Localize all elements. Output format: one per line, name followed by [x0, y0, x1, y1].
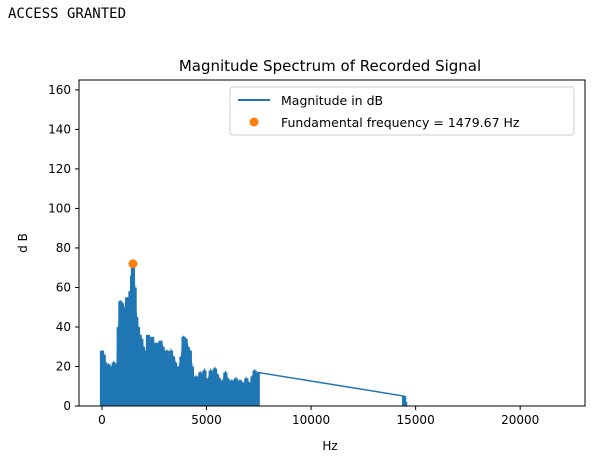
y-tick-label: 20 [56, 359, 71, 373]
plot-area [99, 259, 408, 407]
y-tick-label: 60 [56, 280, 71, 294]
x-tick-label: 10000 [292, 413, 330, 427]
y-tick-label: 140 [48, 122, 71, 136]
legend-box [229, 86, 575, 136]
output-text: ACCESS GRANTED [8, 6, 127, 22]
x-axis: 0 5000 10000 15000 20000 [98, 406, 539, 427]
legend-entry-magnitude: Magnitude in dB [281, 93, 383, 108]
plot-frame [78, 79, 586, 407]
spectrum-line [101, 263, 407, 407]
x-tick-label: 0 [98, 413, 106, 427]
legend-marker-swatch [249, 117, 259, 127]
y-axis: 0 20 40 60 80 100 120 140 160 [48, 83, 79, 413]
legend: Magnitude in dB Fundamental frequency = … [229, 86, 575, 136]
x-tick-label: 5000 [191, 413, 222, 427]
fundamental-marker [128, 259, 138, 269]
y-tick-label: 120 [48, 162, 71, 176]
y-tick-label: 160 [48, 83, 71, 97]
y-tick-label: 40 [56, 320, 71, 334]
x-axis-label: Hz [322, 439, 337, 453]
legend-entry-fundamental: Fundamental frequency = 1479.67 Hz [281, 115, 520, 130]
y-axis-label: d B [16, 233, 30, 253]
chart-title: Magnitude Spectrum of Recorded Signal [179, 57, 481, 75]
y-tick-label: 0 [63, 399, 71, 413]
x-tick-label: 15000 [397, 413, 435, 427]
y-tick-label: 100 [48, 201, 71, 215]
x-tick-label: 20000 [501, 413, 539, 427]
y-tick-label: 80 [56, 241, 71, 255]
